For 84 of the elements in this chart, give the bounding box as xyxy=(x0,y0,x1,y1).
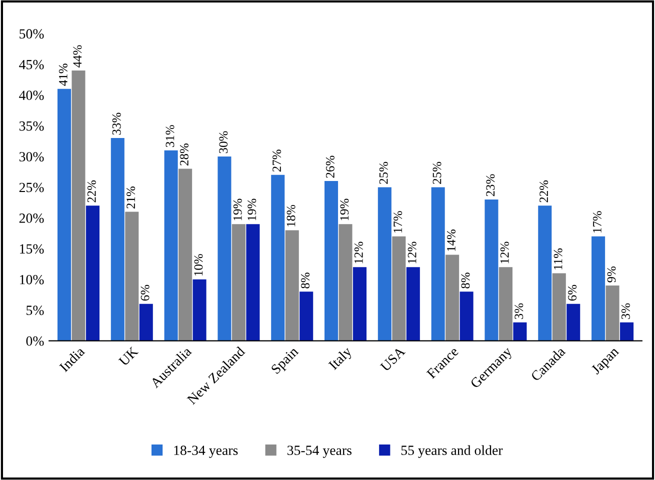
data-label: 27% xyxy=(272,150,282,172)
y-tick-label: 15% xyxy=(20,244,44,254)
bar xyxy=(392,236,406,341)
data-label: 3% xyxy=(621,303,630,319)
bar xyxy=(164,150,178,341)
y-tick-label: 30% xyxy=(19,152,44,162)
data-label: 19% xyxy=(248,198,256,220)
bar xyxy=(338,224,352,341)
bar xyxy=(218,156,232,341)
bar xyxy=(352,267,367,341)
bar xyxy=(606,286,620,341)
data-label: 25% xyxy=(379,162,388,184)
y-tick-label: 50% xyxy=(20,29,44,39)
bar xyxy=(324,181,338,341)
bar xyxy=(446,254,460,341)
data-label: 12% xyxy=(500,242,509,264)
x-tick-label: India xyxy=(58,346,86,372)
data-label: 6% xyxy=(140,284,150,301)
y-tick-label: 40% xyxy=(19,90,44,100)
bar xyxy=(431,187,445,341)
bar xyxy=(139,304,153,341)
data-label: 8% xyxy=(461,272,470,288)
data-label: 41% xyxy=(58,64,68,86)
x-tick-label: Italy xyxy=(328,346,354,372)
bar xyxy=(110,138,124,341)
data-label: 14% xyxy=(447,230,456,251)
legend-label: 55 years and older xyxy=(401,445,503,458)
bar xyxy=(246,224,260,341)
legend-label: 18-34 years xyxy=(174,446,238,458)
data-label: 9% xyxy=(607,266,616,282)
bar xyxy=(406,267,420,341)
data-label: 11% xyxy=(554,248,562,270)
data-label: 6% xyxy=(568,284,577,301)
data-label: 25% xyxy=(432,162,442,184)
data-label: 18% xyxy=(286,204,296,226)
bar xyxy=(86,206,100,341)
data-label: 30% xyxy=(219,131,228,154)
data-label: 33% xyxy=(112,112,121,135)
legend-label: 35-54 years xyxy=(287,446,352,458)
data-label: 19% xyxy=(233,198,242,220)
bar xyxy=(285,230,299,341)
data-label: 23% xyxy=(486,174,495,196)
data-label: 28% xyxy=(180,144,188,166)
data-label: 44% xyxy=(73,45,82,68)
bar xyxy=(192,279,206,341)
bar xyxy=(620,322,634,341)
data-label: 31% xyxy=(166,125,174,147)
bar xyxy=(498,267,512,341)
data-label: 17% xyxy=(394,211,402,232)
bar xyxy=(566,304,580,341)
data-label: 22% xyxy=(87,180,96,202)
bar xyxy=(513,322,527,341)
y-tick-label: 5% xyxy=(26,306,44,316)
bar xyxy=(460,292,474,341)
data-label: 21% xyxy=(126,186,136,208)
data-label: 10% xyxy=(194,254,203,276)
bar xyxy=(378,187,392,341)
bar xyxy=(592,236,606,341)
bar xyxy=(232,224,246,341)
x-tick-label: USA xyxy=(380,346,406,372)
data-label: 22% xyxy=(540,180,548,202)
bar xyxy=(300,292,314,341)
y-tick-label: 0% xyxy=(26,336,44,346)
bar xyxy=(125,212,139,341)
y-tick-label: 20% xyxy=(19,214,44,223)
data-label: 12% xyxy=(408,242,416,264)
bar xyxy=(57,88,72,341)
x-tick-label: UK xyxy=(118,346,139,367)
y-tick-label: 35% xyxy=(19,121,44,131)
y-tick-label: 45% xyxy=(19,60,44,70)
bar xyxy=(484,199,498,341)
data-label: 26% xyxy=(326,156,334,178)
bar xyxy=(178,168,192,341)
y-tick-label: 10% xyxy=(20,274,44,284)
y-tick-label: 25% xyxy=(19,182,44,192)
bar xyxy=(72,70,86,341)
data-label: 3% xyxy=(514,303,524,319)
data-label: 12% xyxy=(354,242,363,264)
data-label: 17% xyxy=(592,211,602,232)
data-label: 19% xyxy=(340,198,349,220)
bar xyxy=(538,206,552,341)
bar xyxy=(552,273,566,341)
data-label: 8% xyxy=(301,272,310,288)
bar xyxy=(271,174,285,341)
